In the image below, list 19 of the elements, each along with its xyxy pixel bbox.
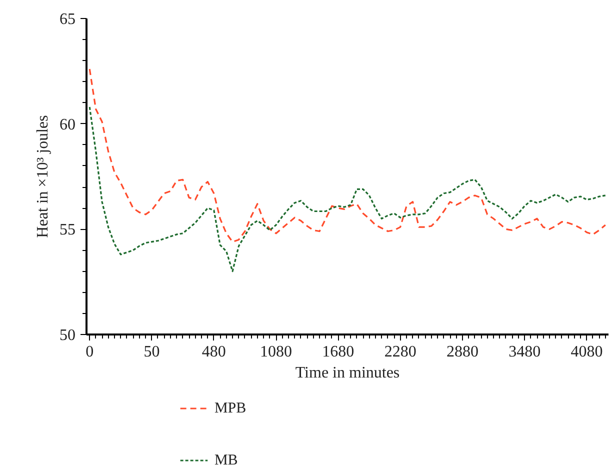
y-tick-label: 50 [60,327,76,344]
y-tick-label: 65 [60,11,76,28]
x-tick-label: 50 [144,344,160,360]
x-tick-label: 480 [202,344,226,360]
x-axis-title: Time in minutes [295,364,400,382]
legend-label: MB [214,452,238,468]
line-series [88,106,606,272]
line-series [88,68,606,243]
y-tick-label: 55 [60,222,76,239]
y-tick-label: 60 [60,116,76,134]
x-tick-label: 2280 [384,344,416,360]
y-axis-title: Heat in ×10³ joules [34,115,52,238]
x-tick-label: 4080 [570,344,603,360]
x-tick-label: 1680 [322,344,354,360]
x-tick-label: 0 [86,344,94,360]
x-tick-label: 2880 [446,344,478,360]
x-tick-label: 3480 [508,344,541,360]
legend-label: MPB [214,400,246,416]
x-tick-label: 1080 [260,344,292,360]
